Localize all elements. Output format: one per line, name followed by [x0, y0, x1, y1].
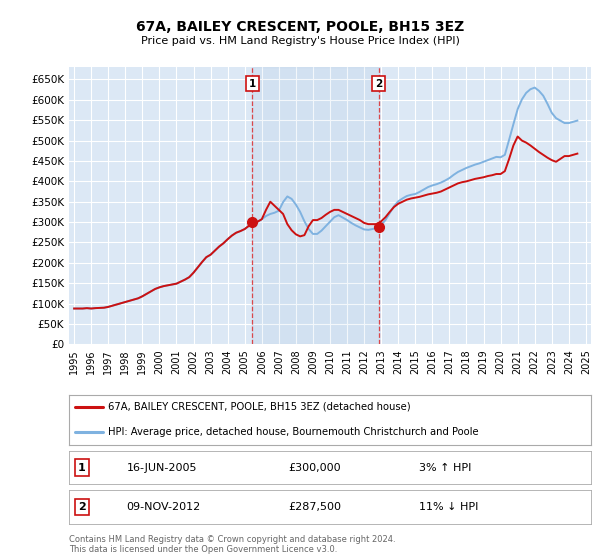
- Text: 2: 2: [375, 79, 382, 89]
- Text: 1: 1: [78, 463, 86, 473]
- Text: 67A, BAILEY CRESCENT, POOLE, BH15 3EZ (detached house): 67A, BAILEY CRESCENT, POOLE, BH15 3EZ (d…: [108, 402, 411, 412]
- Text: Contains HM Land Registry data © Crown copyright and database right 2024.
This d: Contains HM Land Registry data © Crown c…: [69, 535, 395, 554]
- Text: £300,000: £300,000: [288, 463, 341, 473]
- Text: Price paid vs. HM Land Registry's House Price Index (HPI): Price paid vs. HM Land Registry's House …: [140, 36, 460, 46]
- Text: 16-JUN-2005: 16-JUN-2005: [127, 463, 197, 473]
- Text: 67A, BAILEY CRESCENT, POOLE, BH15 3EZ: 67A, BAILEY CRESCENT, POOLE, BH15 3EZ: [136, 20, 464, 34]
- Text: 09-NOV-2012: 09-NOV-2012: [127, 502, 200, 512]
- Text: £287,500: £287,500: [288, 502, 341, 512]
- Text: 3% ↑ HPI: 3% ↑ HPI: [419, 463, 471, 473]
- Text: 2: 2: [78, 502, 86, 512]
- Text: 1: 1: [249, 79, 256, 89]
- Bar: [253, 67, 379, 344]
- Text: 11% ↓ HPI: 11% ↓ HPI: [419, 502, 478, 512]
- Text: HPI: Average price, detached house, Bournemouth Christchurch and Poole: HPI: Average price, detached house, Bour…: [108, 427, 479, 437]
